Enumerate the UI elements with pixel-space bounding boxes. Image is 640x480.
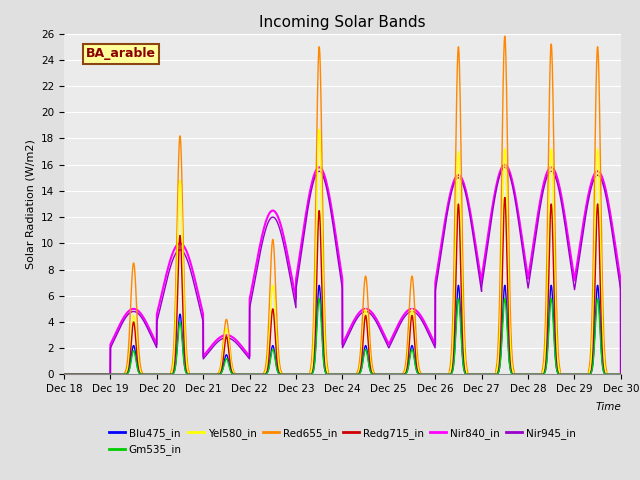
Yel580_in bbox=[617, 372, 625, 377]
Nir840_in bbox=[490, 195, 498, 201]
Gm535_in bbox=[374, 372, 381, 377]
Redg715_in bbox=[490, 372, 498, 377]
Line: Yel580_in: Yel580_in bbox=[64, 130, 621, 374]
Gm535_in bbox=[617, 372, 625, 377]
Red655_in bbox=[60, 372, 68, 377]
Redg715_in bbox=[254, 372, 262, 377]
Blu475_in bbox=[585, 372, 593, 377]
Redg715_in bbox=[374, 372, 381, 377]
Yel580_in bbox=[583, 372, 591, 377]
Nir840_in bbox=[374, 319, 381, 324]
Nir945_in bbox=[583, 207, 591, 213]
Gm535_in bbox=[60, 372, 68, 377]
Nir945_in bbox=[490, 201, 498, 207]
Yel580_in bbox=[490, 372, 498, 377]
Redg715_in bbox=[313, 287, 321, 293]
Nir945_in bbox=[617, 372, 625, 377]
Yel580_in bbox=[316, 127, 323, 132]
Yel580_in bbox=[254, 372, 262, 377]
Gm535_in bbox=[254, 372, 262, 377]
Blu475_in bbox=[374, 372, 381, 377]
Blu475_in bbox=[60, 372, 68, 377]
Line: Red655_in: Red655_in bbox=[64, 36, 621, 374]
Blu475_in bbox=[617, 372, 625, 377]
Nir840_in bbox=[254, 252, 262, 258]
Line: Redg715_in: Redg715_in bbox=[64, 197, 621, 374]
Redg715_in bbox=[585, 372, 593, 377]
Nir945_in bbox=[313, 171, 321, 177]
Legend: Blu475_in, Gm535_in, Yel580_in, Red655_in, Redg715_in, Nir840_in, Nir945_in: Blu475_in, Gm535_in, Yel580_in, Red655_i… bbox=[105, 424, 580, 459]
Nir945_in bbox=[501, 165, 509, 170]
Gm535_in bbox=[313, 332, 321, 338]
Nir945_in bbox=[254, 261, 262, 266]
Nir945_in bbox=[374, 322, 381, 328]
Red655_in bbox=[617, 372, 625, 377]
Red655_in bbox=[313, 150, 321, 156]
Red655_in bbox=[583, 372, 591, 377]
Title: Incoming Solar Bands: Incoming Solar Bands bbox=[259, 15, 426, 30]
Red655_in bbox=[490, 372, 498, 377]
Gm535_in bbox=[490, 372, 498, 377]
Red655_in bbox=[374, 372, 381, 377]
Nir945_in bbox=[585, 196, 593, 202]
Text: Time: Time bbox=[595, 402, 621, 412]
Redg715_in bbox=[501, 194, 509, 200]
Text: BA_arable: BA_arable bbox=[86, 48, 156, 60]
Line: Nir945_in: Nir945_in bbox=[64, 168, 621, 374]
Nir840_in bbox=[583, 201, 591, 207]
Y-axis label: Solar Radiation (W/m2): Solar Radiation (W/m2) bbox=[26, 139, 35, 269]
Redg715_in bbox=[60, 372, 68, 377]
Nir945_in bbox=[60, 372, 68, 377]
Nir840_in bbox=[585, 190, 593, 196]
Nir840_in bbox=[60, 372, 68, 377]
Redg715_in bbox=[583, 372, 591, 377]
Nir840_in bbox=[313, 167, 321, 172]
Blu475_in bbox=[490, 372, 498, 377]
Redg715_in bbox=[617, 372, 625, 377]
Yel580_in bbox=[374, 372, 382, 377]
Red655_in bbox=[585, 367, 593, 373]
Yel580_in bbox=[313, 216, 321, 222]
Gm535_in bbox=[594, 296, 602, 301]
Gm535_in bbox=[585, 372, 593, 377]
Yel580_in bbox=[60, 372, 68, 377]
Line: Gm535_in: Gm535_in bbox=[64, 299, 621, 374]
Nir840_in bbox=[501, 162, 509, 168]
Red655_in bbox=[254, 372, 262, 377]
Blu475_in bbox=[582, 372, 590, 377]
Red655_in bbox=[501, 34, 509, 39]
Yel580_in bbox=[585, 372, 593, 377]
Blu475_in bbox=[594, 282, 602, 288]
Line: Blu475_in: Blu475_in bbox=[64, 285, 621, 374]
Nir840_in bbox=[617, 372, 625, 377]
Blu475_in bbox=[313, 325, 321, 331]
Line: Nir840_in: Nir840_in bbox=[64, 165, 621, 374]
Blu475_in bbox=[254, 372, 262, 377]
Gm535_in bbox=[582, 372, 590, 377]
